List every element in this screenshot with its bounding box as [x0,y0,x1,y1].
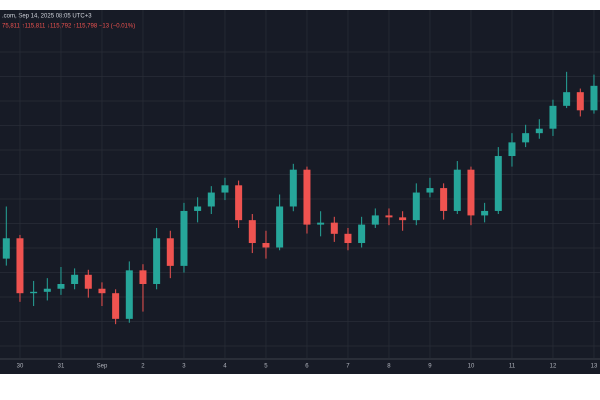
candle-body [112,293,120,319]
chart-title: .com, Sep 14, 2025 08:05 UTC+3 [2,14,92,20]
candle-body [303,169,311,225]
candle-body [84,274,92,289]
candle-body [590,85,598,111]
candle-body [426,188,434,193]
candle-body [344,233,352,244]
candle-body [549,105,557,129]
candle-body [330,222,338,234]
x-tick-label: 13 [591,364,598,370]
candle-body [358,224,366,244]
candle-body [440,188,448,211]
candle-body [248,220,256,244]
candle-body [576,92,584,111]
x-tick-label: 6 [305,364,309,370]
candle-body [535,128,543,134]
candle-body [453,169,461,211]
x-tick-label: Sep [97,364,108,370]
candle-body [98,288,106,294]
candle-body [276,206,284,248]
candle-body [207,192,215,207]
chart-background [0,10,600,374]
candle-body [481,210,489,216]
x-tick-label: 11 [509,364,516,370]
candle-body [221,185,229,193]
candle-body [16,238,24,294]
candle-body [71,274,79,284]
candle-body [2,238,10,259]
candle-body [399,217,407,221]
candle-body [467,169,475,216]
x-tick-label: 8 [387,364,391,370]
x-tick-label: 3 [182,364,186,370]
candle-body [235,185,243,221]
candle-body [508,142,516,157]
candle-body [317,222,325,225]
candle-body [522,133,530,143]
x-tick-label: 4 [223,364,227,370]
candle-body [371,215,379,225]
candle-body [125,270,133,319]
x-tick-label: 31 [58,364,65,370]
candle-body [166,238,174,266]
candle-body [30,291,38,294]
candle-body [57,283,65,289]
candle-body [194,206,202,211]
candle-body [180,210,188,266]
candle-body [412,192,420,221]
x-tick-label: 30 [17,364,24,370]
ohlc-header: 75,811 ↑115,811 ↓115,792 ↑115,798 −13 (−… [2,24,135,30]
candle-body [43,288,51,292]
candle-body [563,92,571,106]
candle-body [153,238,161,284]
x-tick-label: 10 [468,364,475,370]
x-tick-label: 2 [141,364,145,370]
x-tick-label: 9 [428,364,432,370]
candle-body [139,270,147,284]
candle-body [262,243,270,248]
x-tick-label: 7 [346,364,350,370]
candle-body [494,156,502,211]
x-tick-label: 5 [264,364,268,370]
candle-body [289,169,297,207]
candle-body [385,215,393,218]
x-tick-label: 12 [550,364,557,370]
